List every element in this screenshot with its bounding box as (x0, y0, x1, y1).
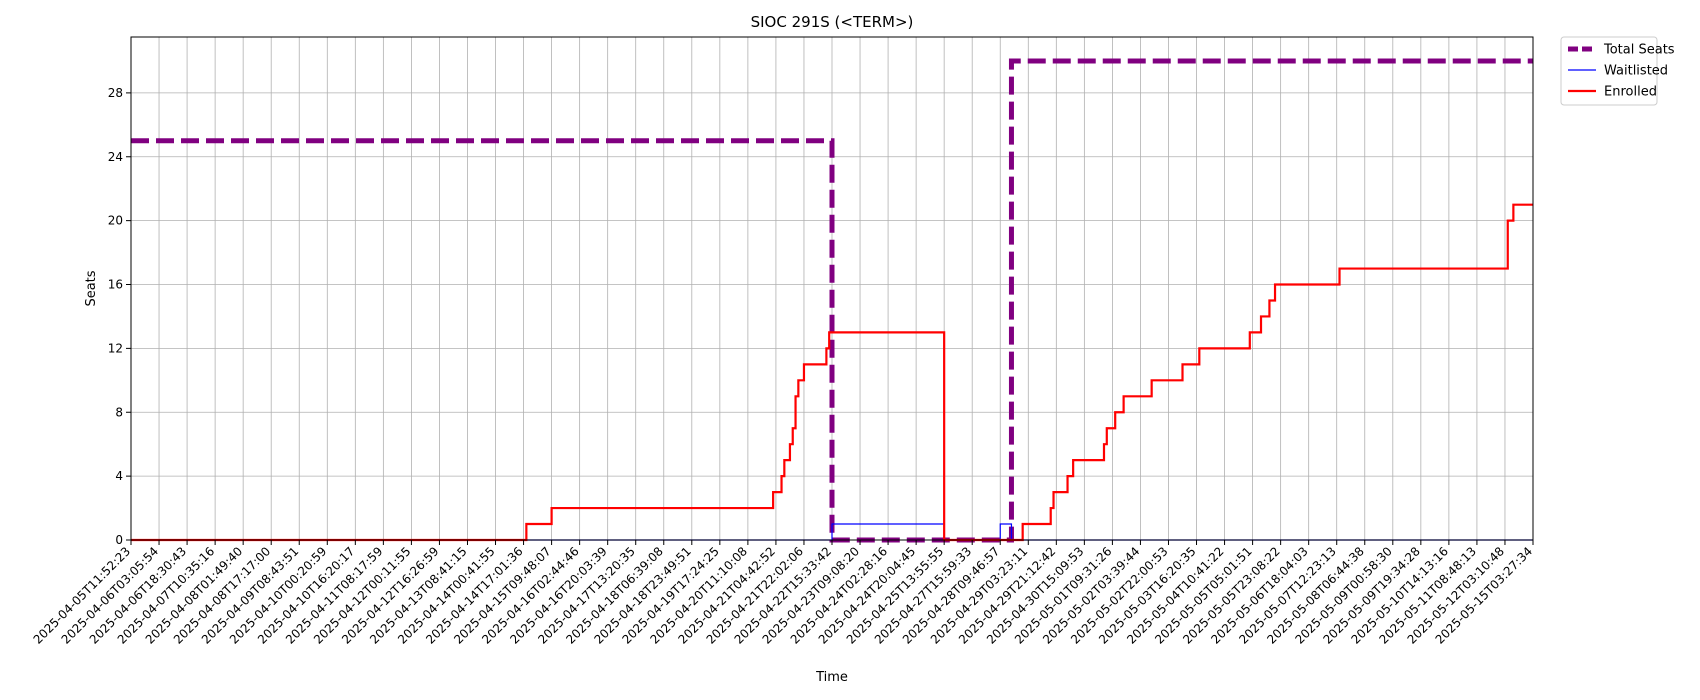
legend-label: Enrolled (1604, 85, 1657, 100)
y-tick-label: 8 (115, 405, 123, 419)
y-tick-label: 12 (108, 341, 123, 355)
y-axis-label: Seats (84, 270, 99, 306)
y-tick-label: 0 (115, 533, 123, 547)
legend: Total Seats Waitlisted Enrolled (1560, 36, 1675, 106)
y-tick-label: 24 (108, 150, 123, 164)
y-tick-label: 16 (108, 278, 123, 292)
ticks: 2025-04-05T11:52:232025-04-06T03:05:5420… (31, 86, 1536, 647)
legend-label: Waitlisted (1604, 64, 1668, 79)
legend-label: Total Seats (1603, 43, 1675, 58)
x-axis-label: Time (815, 670, 848, 685)
y-tick-label: 20 (108, 214, 123, 228)
series-line-waitlisted (131, 523, 1533, 541)
y-tick-label: 28 (108, 86, 123, 100)
grid (130, 37, 1534, 541)
chart-title: SIOC 291S (<TERM>) (751, 13, 914, 31)
legend-box (1560, 36, 1658, 106)
y-tick-label: 4 (115, 469, 123, 483)
series-line-enrolled (131, 203, 1533, 542)
